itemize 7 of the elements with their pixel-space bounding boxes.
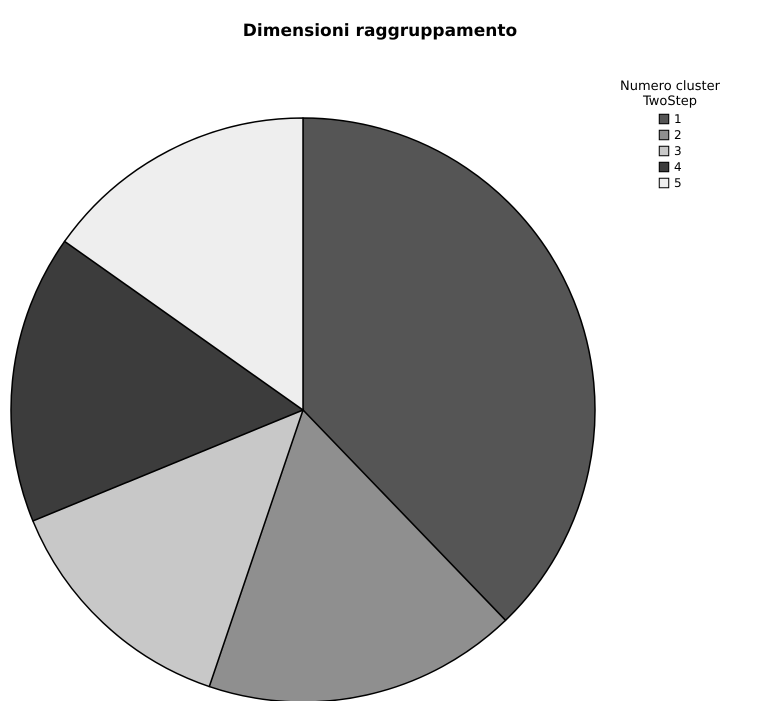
legend-label: 4 <box>674 160 682 174</box>
chart-title: Dimensioni raggruppamento <box>242 21 518 41</box>
legend-title: Numero cluster TwoStep <box>620 79 721 109</box>
legend-label: 5 <box>674 176 682 190</box>
legend-label: 1 <box>674 112 682 126</box>
legend-label: 2 <box>674 128 682 142</box>
legend-label: 3 <box>674 144 682 158</box>
